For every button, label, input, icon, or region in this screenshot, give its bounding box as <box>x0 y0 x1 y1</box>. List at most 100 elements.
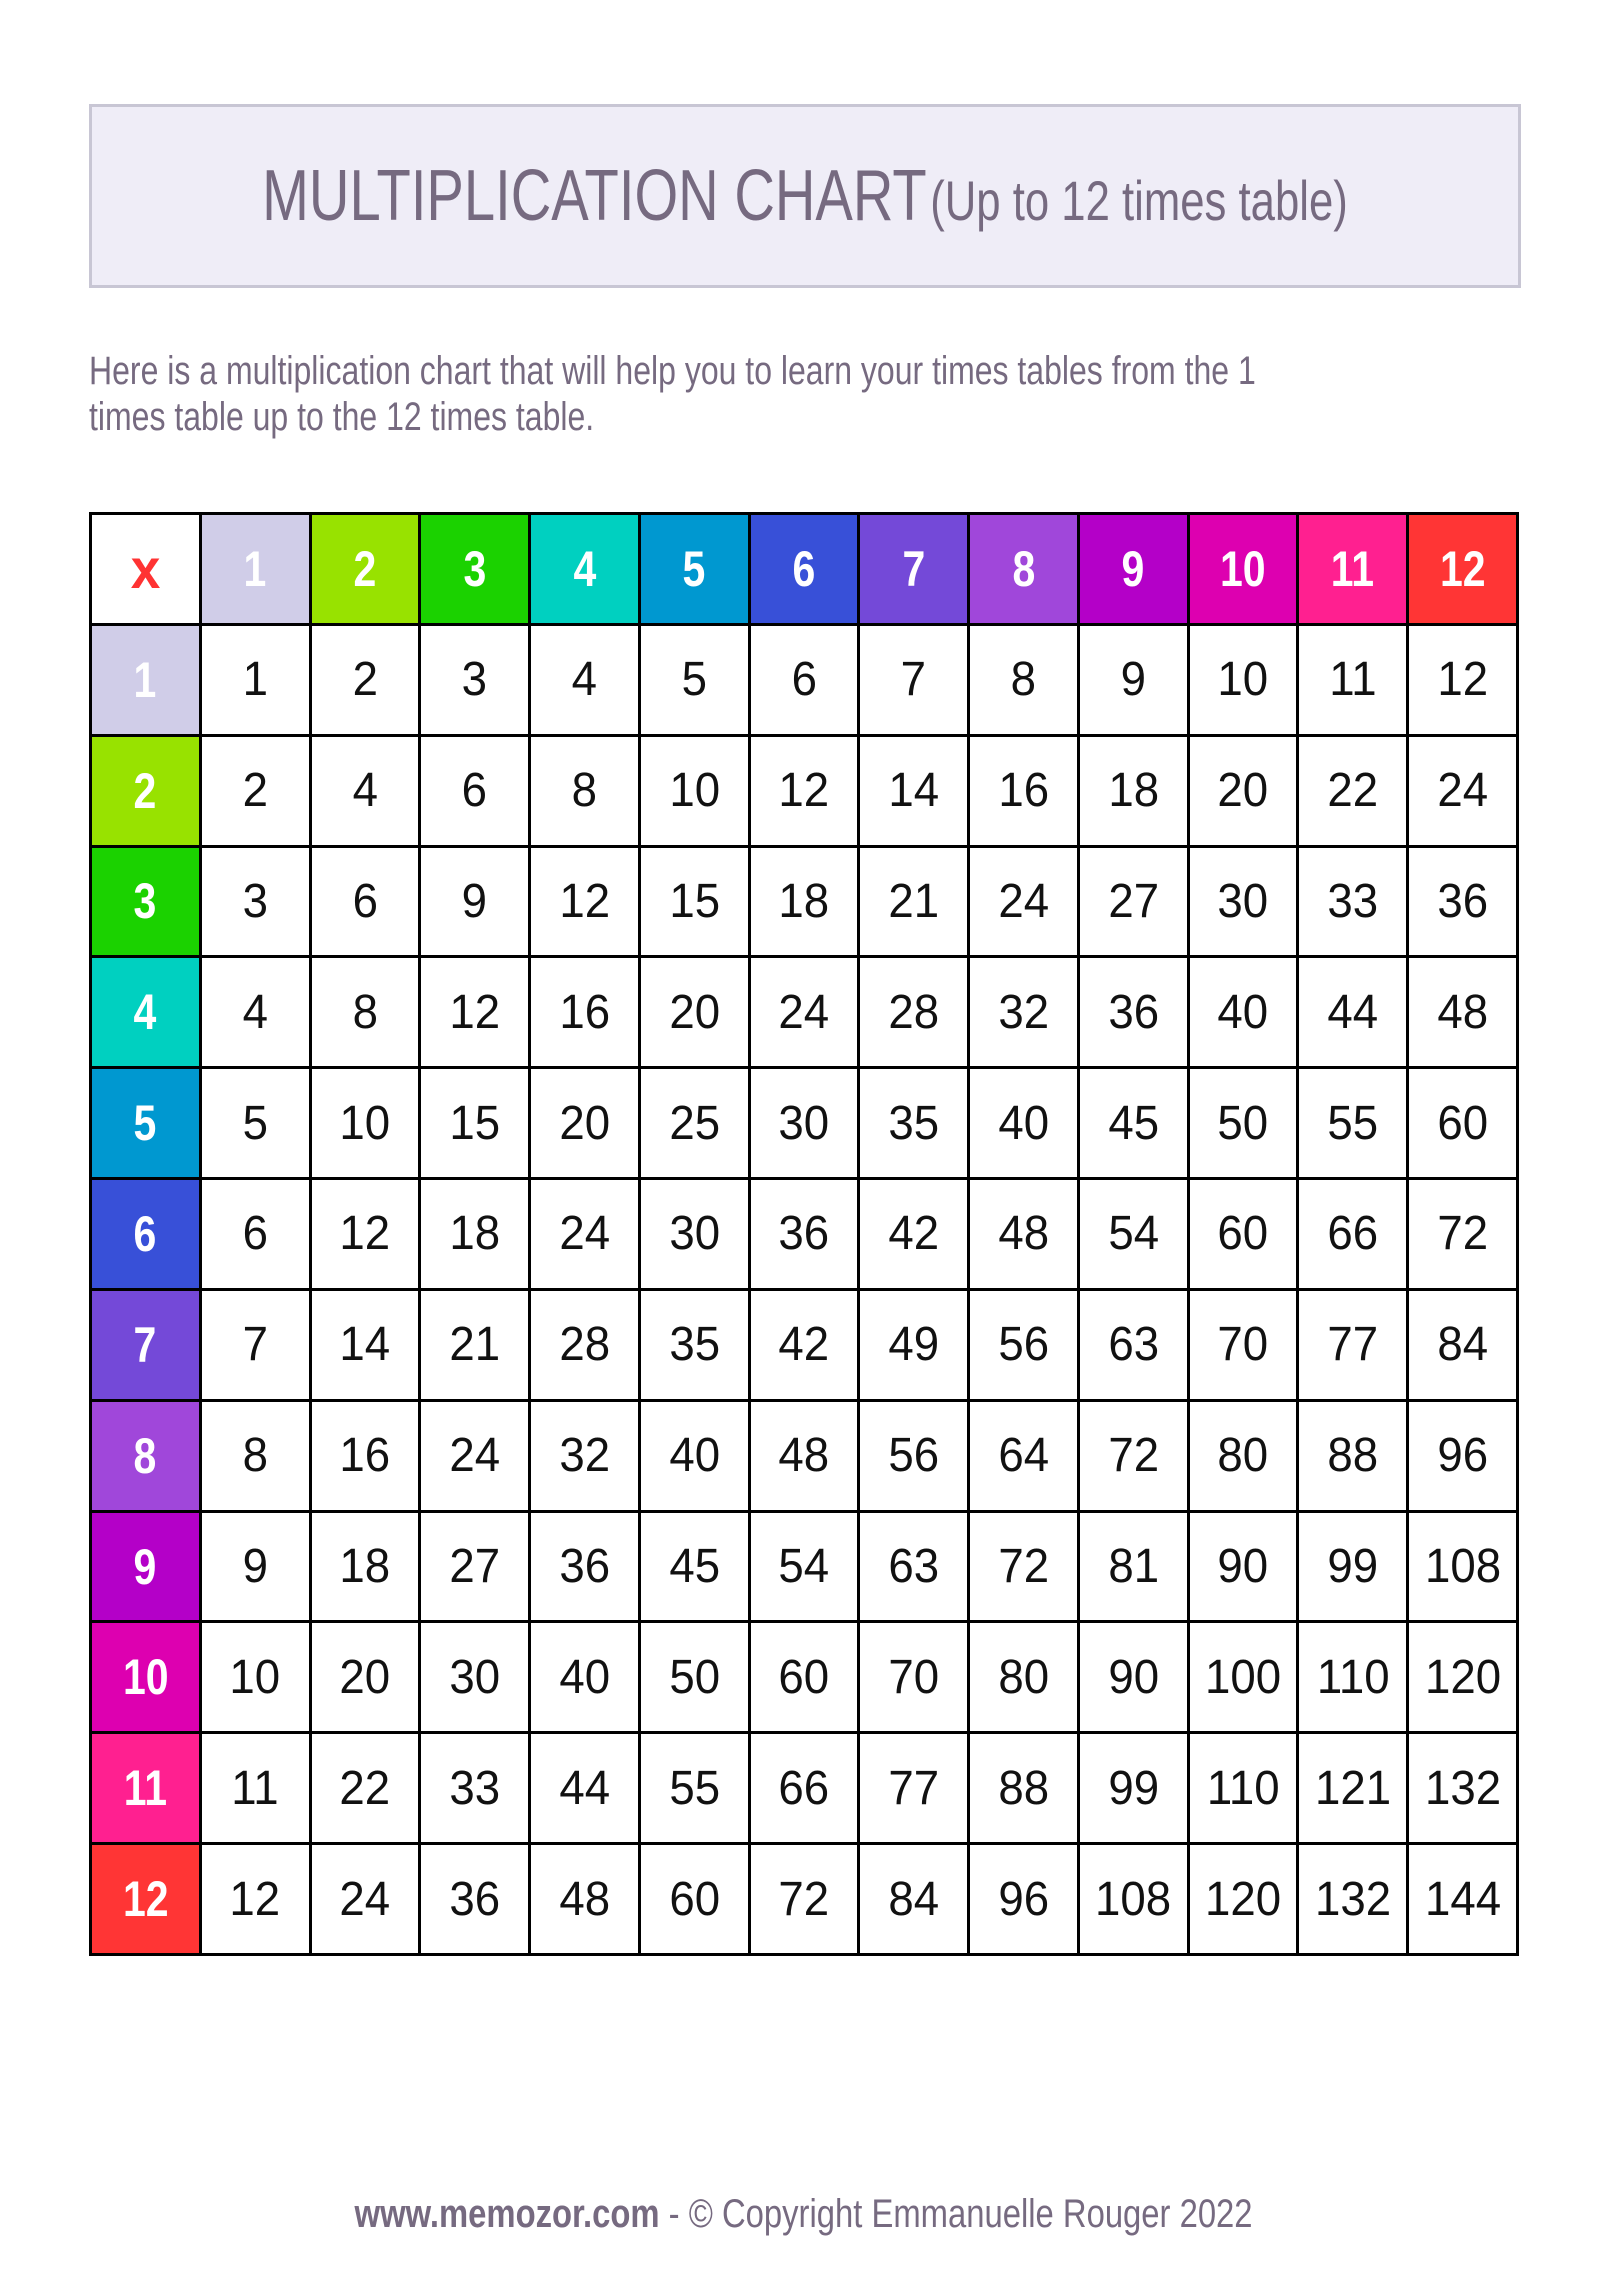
product-cell-label: 18 <box>1107 764 1159 818</box>
column-header-10: 10 <box>1189 515 1297 623</box>
product-cell-label: 12 <box>339 1207 391 1261</box>
product-cell: 44 <box>1299 958 1407 1067</box>
product-cell: 88 <box>1299 1401 1407 1510</box>
product-cell-label: 12 <box>778 764 830 818</box>
product-cell-label: 18 <box>778 874 830 928</box>
row-header-12: 12 <box>92 1845 199 1953</box>
product-cell-label: 20 <box>339 1650 391 1704</box>
column-header-4-label: 4 <box>573 540 596 597</box>
product-cell: 22 <box>311 1734 419 1843</box>
page-title: MULTIPLICATION CHART (Up to 12 times tab… <box>262 155 1348 237</box>
product-cell: 24 <box>531 1180 638 1288</box>
column-header-6: 6 <box>750 515 858 623</box>
product-cell-label: 2 <box>242 764 268 818</box>
product-cell-label: 3 <box>461 653 488 707</box>
column-header-1: 1 <box>201 515 309 623</box>
product-cell: 55 <box>1299 1069 1407 1178</box>
product-cell: 10 <box>311 1069 419 1178</box>
column-header-10-label: 10 <box>1220 540 1266 597</box>
product-cell: 9 <box>1079 625 1187 734</box>
product-cell-label: 16 <box>339 1429 391 1483</box>
column-header-8-label: 8 <box>1012 540 1035 597</box>
column-header-3-label: 3 <box>463 540 487 597</box>
product-cell-label: 28 <box>888 985 940 1039</box>
row-header-3-label: 3 <box>133 873 157 930</box>
product-cell: 44 <box>531 1734 638 1843</box>
product-cell: 4 <box>311 736 419 845</box>
product-cell: 99 <box>1299 1512 1407 1621</box>
column-header-12: 12 <box>1409 515 1516 623</box>
product-cell-label: 11 <box>231 1761 279 1815</box>
column-header-6-label: 6 <box>792 540 816 597</box>
product-cell: 11 <box>201 1734 309 1843</box>
product-cell-label: 40 <box>998 1096 1049 1150</box>
product-cell: 36 <box>750 1180 858 1288</box>
product-cell-label: 72 <box>1107 1429 1159 1483</box>
product-cell: 21 <box>860 847 968 956</box>
column-header-7: 7 <box>860 515 968 623</box>
product-cell-label: 32 <box>998 985 1049 1039</box>
product-cell: 30 <box>640 1180 748 1288</box>
row-header-5-label: 5 <box>133 1095 157 1152</box>
product-cell-label: 6 <box>352 874 378 928</box>
product-cell-label: 4 <box>571 653 598 707</box>
title-subtitle: (Up to 12 times table) <box>930 169 1348 232</box>
product-cell: 21 <box>421 1290 529 1399</box>
product-cell-label: 4 <box>242 985 268 1039</box>
title-main: MULTIPLICATION CHART <box>262 156 927 236</box>
product-cell: 12 <box>201 1845 309 1953</box>
product-cell-label: 44 <box>559 1761 610 1815</box>
product-cell-label: 21 <box>888 874 940 928</box>
row-header-10: 10 <box>92 1623 199 1732</box>
product-cell-label: 88 <box>1327 1429 1379 1483</box>
product-cell: 35 <box>640 1290 748 1399</box>
product-cell: 56 <box>860 1401 968 1510</box>
product-cell-label: 54 <box>778 1540 830 1594</box>
product-cell-label: 108 <box>1095 1872 1172 1926</box>
product-cell: 12 <box>1409 625 1516 734</box>
column-header-5-label: 5 <box>682 540 706 597</box>
product-cell-label: 120 <box>1205 1872 1282 1926</box>
product-cell: 8 <box>311 958 419 1067</box>
product-cell-label: 11 <box>1329 653 1377 707</box>
product-cell-label: 66 <box>778 1761 830 1815</box>
product-cell-label: 18 <box>449 1207 501 1261</box>
product-cell: 15 <box>421 1069 529 1178</box>
product-cell-label: 40 <box>559 1650 610 1704</box>
product-cell: 18 <box>311 1512 419 1621</box>
product-cell-label: 10 <box>1217 653 1269 707</box>
product-cell: 30 <box>1189 847 1297 956</box>
product-cell: 20 <box>640 958 748 1067</box>
product-cell-label: 14 <box>888 764 940 818</box>
product-cell: 20 <box>311 1623 419 1732</box>
product-cell-label: 6 <box>791 653 817 707</box>
row-header-4: 4 <box>92 958 199 1067</box>
product-cell-label: 132 <box>1424 1761 1501 1815</box>
product-cell-label: 36 <box>1437 874 1488 928</box>
product-cell-label: 132 <box>1314 1872 1391 1926</box>
product-cell-label: 77 <box>1327 1318 1379 1372</box>
product-cell: 9 <box>201 1512 309 1621</box>
product-cell-label: 90 <box>1217 1540 1269 1594</box>
product-cell: 12 <box>311 1180 419 1288</box>
product-cell-label: 72 <box>1437 1207 1488 1261</box>
column-header-2: 2 <box>311 515 419 623</box>
product-cell-label: 36 <box>449 1872 501 1926</box>
footer-site-link[interactable]: www.memozor.com <box>354 2192 660 2236</box>
product-cell: 66 <box>1299 1180 1407 1288</box>
description: Here is a multiplication chart that will… <box>89 349 1256 439</box>
product-cell: 110 <box>1299 1623 1407 1732</box>
product-cell: 100 <box>1189 1623 1297 1732</box>
row-header-10-label: 10 <box>122 1649 169 1706</box>
product-cell-label: 30 <box>449 1650 501 1704</box>
product-cell: 16 <box>970 736 1077 845</box>
row-header-12-label: 12 <box>122 1871 169 1928</box>
product-cell-label: 70 <box>1217 1318 1269 1372</box>
product-cell: 120 <box>1189 1845 1297 1953</box>
product-cell: 25 <box>640 1069 748 1178</box>
product-cell: 28 <box>531 1290 638 1399</box>
product-cell-label: 20 <box>1217 764 1269 818</box>
row-header-11: 11 <box>92 1734 199 1843</box>
product-cell: 24 <box>750 958 858 1067</box>
column-header-5: 5 <box>640 515 748 623</box>
